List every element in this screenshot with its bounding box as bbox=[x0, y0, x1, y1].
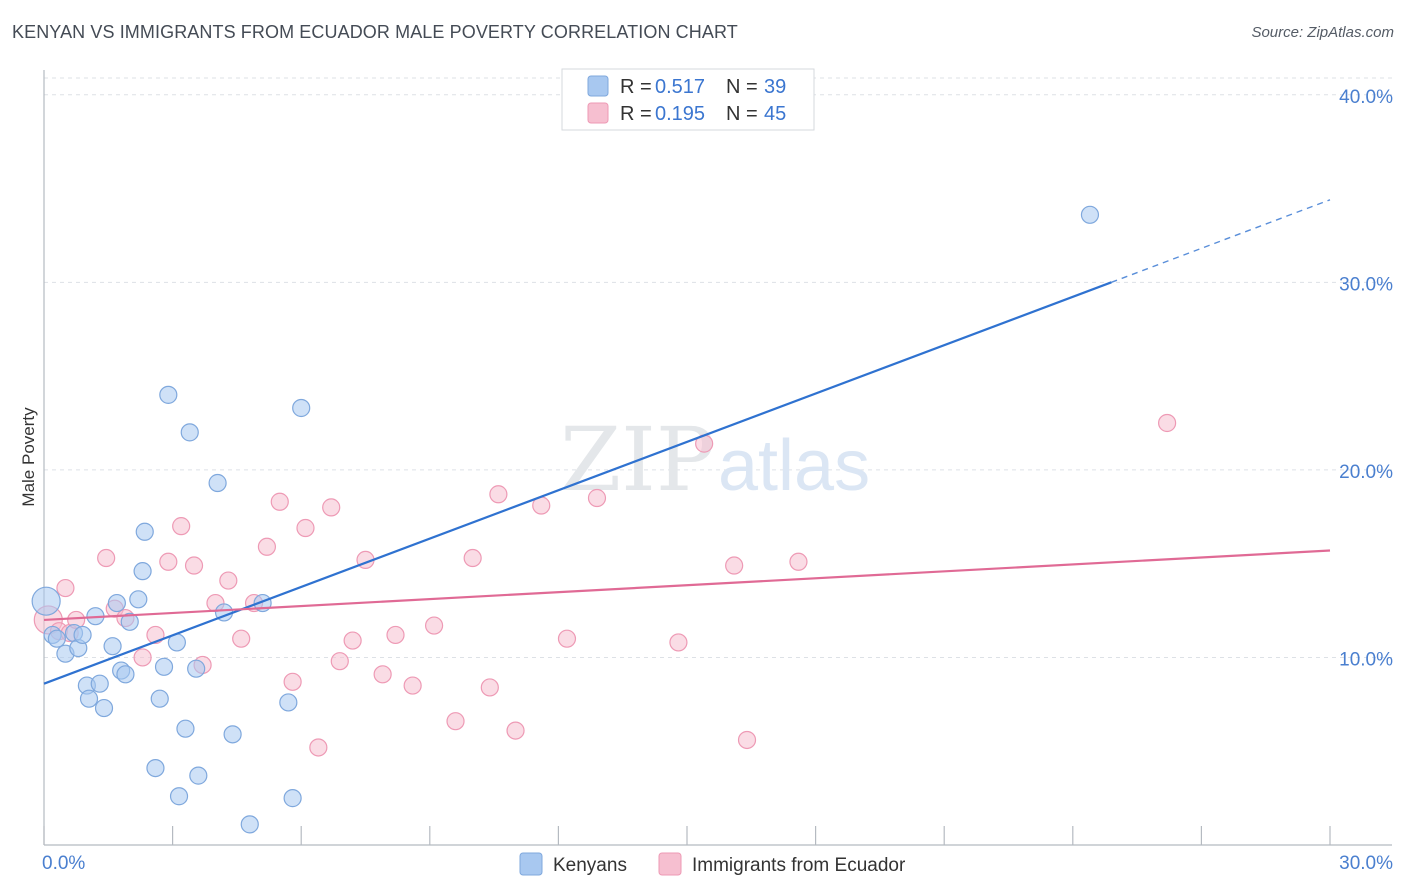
ecuador-point bbox=[232, 629, 251, 648]
legend-ecuador-r-label: R = bbox=[620, 103, 657, 125]
legend: R = 0.517 N = 39 R = 0.195 N = 45 bbox=[561, 68, 815, 131]
x-tick-label-min: 0.0% bbox=[42, 853, 85, 874]
y-tick-labels: 10.0% 20.0% 30.0% 40.0% bbox=[1339, 87, 1393, 671]
kenyan-point bbox=[120, 612, 139, 631]
trend-lines bbox=[43, 199, 1331, 685]
kenyan-point bbox=[187, 659, 206, 678]
kenyan-point bbox=[154, 657, 174, 676]
kenyan-point bbox=[116, 665, 135, 684]
ecuador-point bbox=[309, 738, 328, 757]
ecuador-point bbox=[463, 548, 482, 568]
ecuador-point bbox=[424, 616, 444, 635]
ecuador-point bbox=[343, 631, 362, 650]
bottom-legend: Kenyans Immigrants from Ecuador bbox=[519, 852, 906, 876]
kenyan-point bbox=[94, 698, 114, 718]
kenyan-point bbox=[150, 689, 169, 708]
kenyan-point bbox=[73, 625, 92, 645]
ecuador-point bbox=[133, 648, 152, 667]
grid-lines bbox=[44, 77, 1392, 658]
ecuador-point bbox=[737, 730, 757, 750]
kenyan-trend-extension bbox=[1111, 199, 1331, 283]
kenyan-point bbox=[169, 787, 189, 806]
legend-ecuador-n: 45 bbox=[764, 103, 786, 125]
ecuador-point bbox=[172, 517, 191, 536]
kenyan-trend-line bbox=[43, 281, 1112, 685]
bottom-legend-ecuador: Immigrants from Ecuador bbox=[692, 855, 906, 876]
kenyan-point bbox=[279, 693, 298, 712]
chart-title: KENYAN VS IMMIGRANTS FROM ECUADOR MALE P… bbox=[12, 22, 738, 42]
ecuador-point bbox=[373, 665, 392, 684]
legend-ecuador-r: 0.195 bbox=[655, 103, 705, 125]
ecuador-point bbox=[557, 629, 577, 648]
bottom-legend-swatch-ecuador bbox=[658, 852, 682, 876]
ecuador-point bbox=[159, 552, 178, 571]
ecuador-point bbox=[725, 556, 744, 575]
watermark: ZIP atlas bbox=[560, 408, 870, 511]
kenyan-point bbox=[1080, 205, 1100, 224]
kenyan-point bbox=[176, 719, 195, 738]
y-tick-label-10: 10.0% bbox=[1339, 649, 1393, 670]
bottom-legend-kenyans: Kenyans bbox=[553, 855, 627, 876]
ecuador-point bbox=[669, 633, 688, 652]
ecuador-point bbox=[489, 485, 508, 504]
kenyan-point bbox=[103, 637, 122, 656]
ecuador-point bbox=[480, 678, 499, 697]
x-tick-label-max: 30.0% bbox=[1339, 853, 1393, 874]
kenyan-point bbox=[180, 423, 199, 442]
bottom-legend-swatch-kenyans bbox=[519, 852, 543, 876]
kenyan-point bbox=[79, 689, 99, 708]
kenyan-point bbox=[223, 725, 242, 744]
x-ticks bbox=[43, 826, 1331, 845]
ecuador-point bbox=[184, 556, 204, 575]
ecuador-point bbox=[1158, 413, 1177, 433]
kenyan-point bbox=[47, 629, 66, 648]
legend-ecuador-n-label: N = bbox=[726, 103, 763, 125]
ecuador-point bbox=[257, 537, 277, 556]
kenyan-point bbox=[292, 398, 311, 418]
y-axis-title: Male Poverty bbox=[19, 407, 38, 507]
legend-swatch-ecuador bbox=[587, 102, 609, 124]
y-tick-label-20: 20.0% bbox=[1339, 462, 1393, 483]
kenyan-point bbox=[129, 590, 148, 609]
y-tick-label-40: 40.0% bbox=[1339, 87, 1393, 108]
kenyan-point bbox=[135, 522, 154, 541]
axes bbox=[43, 70, 1392, 846]
ecuador-point bbox=[56, 578, 75, 598]
legend-kenyan-n: 39 bbox=[764, 76, 786, 98]
kenyan-point bbox=[189, 766, 208, 785]
kenyan-point bbox=[133, 562, 152, 581]
kenyan-point bbox=[31, 586, 61, 616]
ecuador-point bbox=[587, 488, 607, 508]
ecuador-trend-line bbox=[43, 549, 1331, 622]
ecuador-point bbox=[506, 721, 525, 740]
legend-kenyan-r-label: R = bbox=[620, 76, 657, 98]
legend-kenyan-r: 0.517 bbox=[655, 76, 705, 98]
ecuador-point bbox=[283, 672, 302, 691]
kenyan-points bbox=[31, 205, 1100, 834]
watermark-atlas: atlas bbox=[718, 426, 870, 506]
kenyan-point bbox=[107, 593, 126, 613]
ecuador-point bbox=[270, 492, 289, 511]
kenyan-point bbox=[90, 674, 109, 693]
kenyan-point bbox=[283, 789, 302, 808]
ecuador-point bbox=[386, 625, 405, 645]
legend-swatch-kenyan bbox=[587, 75, 609, 97]
ecuador-point bbox=[330, 652, 349, 671]
y-tick-label-30: 30.0% bbox=[1339, 274, 1393, 295]
ecuador-point bbox=[789, 552, 808, 571]
ecuador-point bbox=[296, 518, 315, 538]
ecuador-point bbox=[322, 498, 341, 517]
ecuador-point bbox=[403, 676, 422, 695]
kenyan-point bbox=[159, 385, 178, 404]
ecuador-point bbox=[97, 548, 116, 568]
legend-kenyan-n-label: N = bbox=[726, 76, 763, 98]
kenyan-point bbox=[146, 758, 165, 778]
source-label: Source: ZipAtlas.com bbox=[1251, 24, 1394, 41]
kenyan-point bbox=[240, 815, 259, 834]
ecuador-point bbox=[446, 712, 465, 731]
kenyan-point bbox=[208, 473, 227, 493]
ecuador-point bbox=[219, 571, 238, 590]
